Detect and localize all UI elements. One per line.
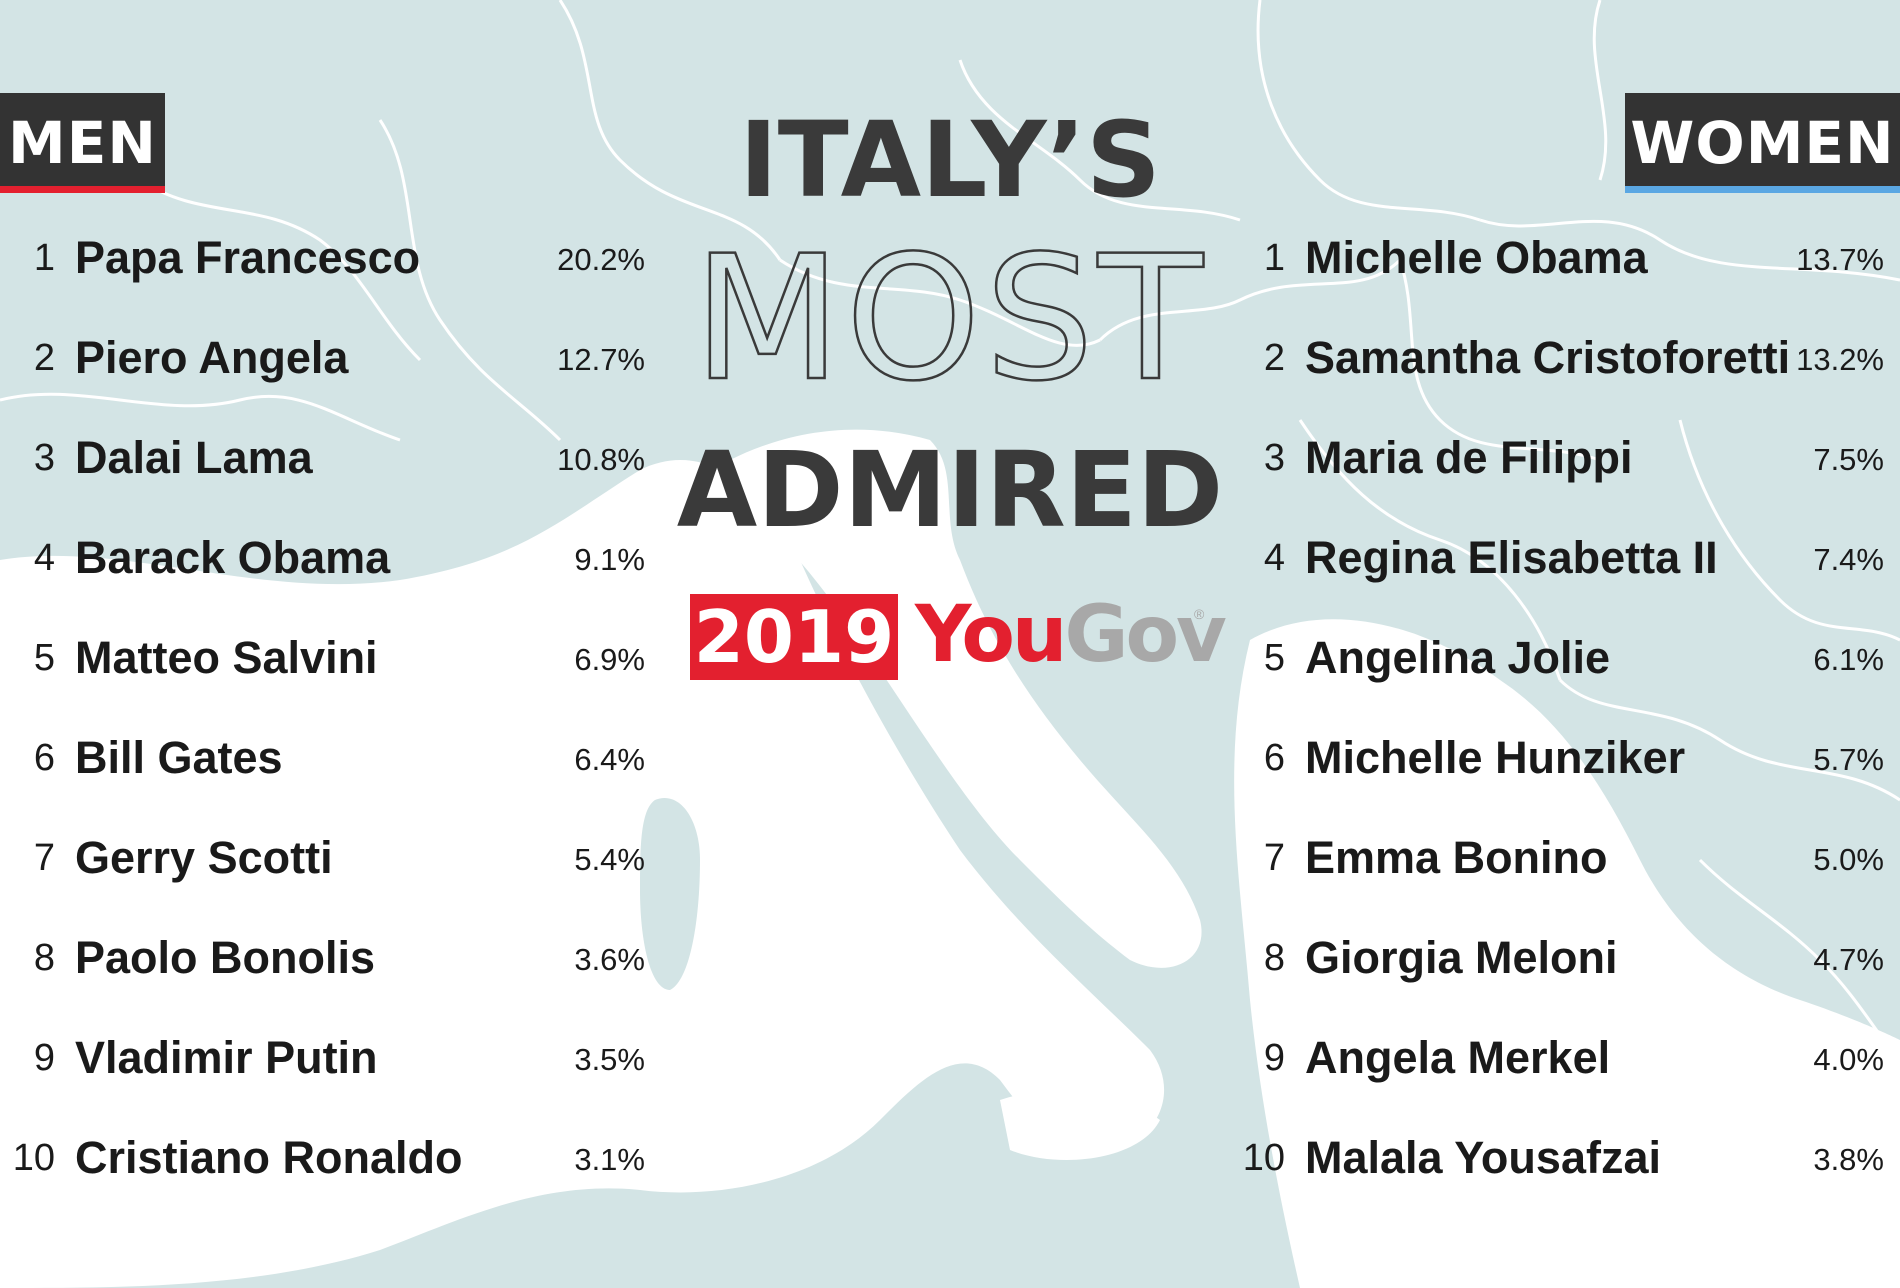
women-header: WOMEN — [1625, 93, 1900, 193]
women-row: 10 Malala Yousafzai 3.8% — [1230, 1116, 1900, 1216]
rank: 10 — [1242, 1137, 1285, 1179]
registered-mark: ® — [1194, 606, 1205, 622]
percentage: 20.2% — [557, 242, 645, 277]
title-line-admired: ADMIRED — [676, 429, 1224, 551]
title-most-text: MOST — [693, 240, 1207, 400]
men-ranking-list: 1 Papa Francesco 20.2% 2 Piero Angela 12.7% … — [0, 216, 665, 1216]
men-header: MEN — [0, 93, 165, 193]
women-ranking-list: 1 Michelle Obama 13.7% 2 Samantha Cristofor… — [1230, 216, 1900, 1216]
person-name: Regina Elisabetta II — [1305, 532, 1718, 583]
rank: 5 — [1263, 637, 1285, 679]
land-italy — [728, 429, 1202, 968]
person-name: Barack Obama — [75, 532, 391, 583]
title-line-italys: ITALY’S — [739, 99, 1161, 221]
person-name: Piero Angela — [75, 332, 349, 383]
person-name: Angelina Jolie — [1305, 632, 1611, 683]
person-name: Paolo Bonolis — [75, 932, 376, 983]
percentage: 9.1% — [574, 542, 645, 577]
rank: 8 — [33, 937, 55, 979]
person-name: Angela Merkel — [1305, 1032, 1611, 1083]
person-name: Papa Francesco — [75, 232, 421, 283]
rank: 3 — [33, 437, 55, 479]
men-row: 3 Dalai Lama 10.8% — [0, 416, 665, 516]
women-row: 1 Michelle Obama 13.7% — [1230, 216, 1900, 316]
person-name: Giorgia Meloni — [1305, 932, 1618, 983]
person-name: Gerry Scotti — [75, 832, 333, 883]
year-badge: 2019 — [690, 594, 898, 680]
rank: 7 — [1263, 837, 1285, 879]
percentage: 13.7% — [1796, 242, 1884, 277]
person-name: Malala Yousafzai — [1305, 1132, 1661, 1183]
person-name: Dalai Lama — [75, 432, 313, 483]
percentage: 6.9% — [574, 642, 645, 677]
percentage: 10.8% — [557, 442, 645, 477]
men-row: 2 Piero Angela 12.7% — [0, 316, 665, 416]
land-east — [1234, 619, 1900, 1288]
person-name: Vladimir Putin — [75, 1032, 378, 1083]
percentage: 4.0% — [1813, 1042, 1884, 1077]
men-row: 9 Vladimir Putin 3.5% — [0, 1016, 665, 1116]
rank: 6 — [33, 737, 55, 779]
rank: 7 — [33, 837, 55, 879]
percentage: 12.7% — [557, 342, 645, 377]
women-row: 9 Angela Merkel 4.0% — [1230, 1016, 1900, 1116]
rank: 9 — [33, 1037, 55, 1079]
percentage: 13.2% — [1796, 342, 1884, 377]
percentage: 5.0% — [1813, 842, 1884, 877]
percentage: 4.7% — [1813, 942, 1884, 977]
women-row: 5 Angelina Jolie 6.1% — [1230, 616, 1900, 716]
rank: 3 — [1263, 437, 1285, 479]
rank: 4 — [33, 537, 55, 579]
percentage: 3.5% — [574, 1042, 645, 1077]
men-row: 1 Papa Francesco 20.2% — [0, 216, 665, 316]
rank: 1 — [1263, 237, 1285, 279]
percentage: 7.5% — [1813, 442, 1884, 477]
person-name: Emma Bonino — [1305, 832, 1608, 883]
rank: 1 — [33, 237, 55, 279]
men-row: 4 Barack Obama 9.1% — [0, 516, 665, 616]
yougov-logo: YouGov — [915, 590, 1227, 680]
land-corsica — [640, 798, 700, 990]
rank: 5 — [33, 637, 55, 679]
men-row: 7 Gerry Scotti 5.4% — [0, 816, 665, 916]
person-name: Maria de Filippi — [1305, 432, 1633, 483]
women-row: 2 Samantha Cristoforetti 13.2% — [1230, 316, 1900, 416]
logo-gov: Gov — [1064, 590, 1226, 680]
rank: 6 — [1263, 737, 1285, 779]
title-line-most: MOST — [692, 240, 1207, 400]
percentage: 6.1% — [1813, 642, 1884, 677]
person-name: Michelle Obama — [1305, 232, 1648, 283]
women-row: 6 Michelle Hunziker 5.7% — [1230, 716, 1900, 816]
rank: 2 — [1263, 337, 1285, 379]
men-row: 6 Bill Gates 6.4% — [0, 716, 665, 816]
person-name: Bill Gates — [75, 732, 283, 783]
men-row: 10 Cristiano Ronaldo 3.1% — [0, 1116, 665, 1216]
rank: 2 — [33, 337, 55, 379]
women-row: 8 Giorgia Meloni 4.7% — [1230, 916, 1900, 1016]
rank: 10 — [12, 1137, 55, 1179]
women-row: 7 Emma Bonino 5.0% — [1230, 816, 1900, 916]
land-sicily — [1000, 1089, 1160, 1160]
land-west — [0, 460, 1165, 1288]
men-row: 5 Matteo Salvini 6.9% — [0, 616, 665, 716]
person-name: Michelle Hunziker — [1305, 732, 1686, 783]
rank: 4 — [1263, 537, 1285, 579]
men-row: 8 Paolo Bonolis 3.6% — [0, 916, 665, 1016]
percentage: 7.4% — [1813, 542, 1884, 577]
person-name: Cristiano Ronaldo — [75, 1132, 463, 1183]
logo-you: You — [915, 590, 1067, 680]
women-row: 4 Regina Elisabetta II 7.4% — [1230, 516, 1900, 616]
percentage: 3.8% — [1813, 1142, 1884, 1177]
percentage: 5.4% — [574, 842, 645, 877]
percentage: 5.7% — [1813, 742, 1884, 777]
percentage: 6.4% — [574, 742, 645, 777]
person-name: Samantha Cristoforetti — [1305, 332, 1791, 383]
percentage: 3.6% — [574, 942, 645, 977]
rank: 9 — [1263, 1037, 1285, 1079]
rank: 8 — [1263, 937, 1285, 979]
women-row: 3 Maria de Filippi 7.5% — [1230, 416, 1900, 516]
percentage: 3.1% — [574, 1142, 645, 1177]
person-name: Matteo Salvini — [75, 632, 378, 683]
